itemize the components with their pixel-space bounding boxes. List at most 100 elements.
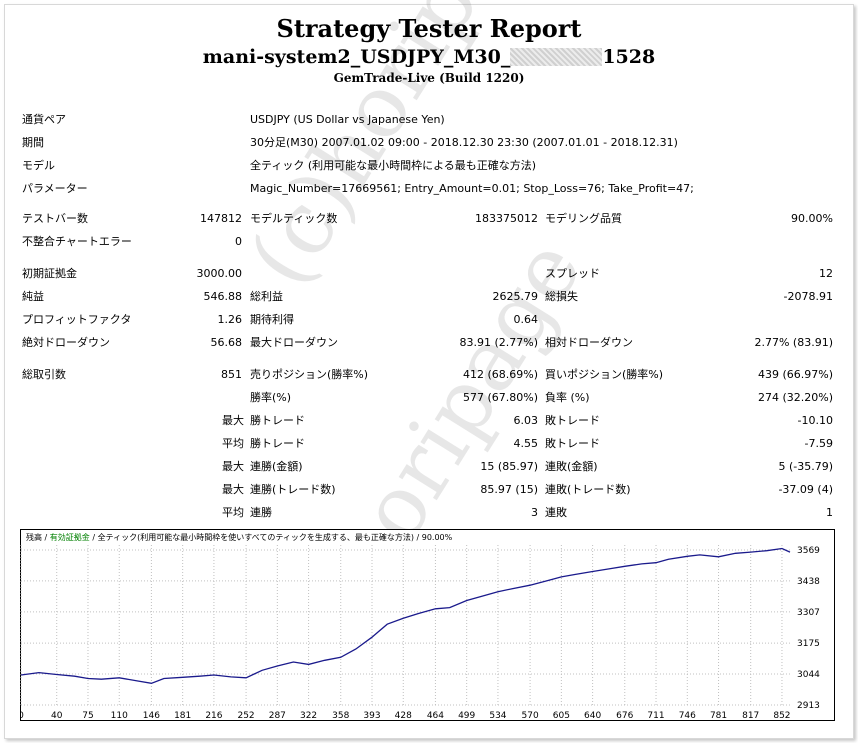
x-tick-label: 499 xyxy=(458,711,475,721)
stat-label: 絶対ドローダウン xyxy=(22,336,110,349)
stat-value: 147812 xyxy=(200,212,242,225)
server-build: GemTrade-Live (Build 1220) xyxy=(333,71,525,85)
stat-label: 連勝 xyxy=(250,506,272,519)
stat-value: 183375012 xyxy=(475,212,538,225)
stat-label: 勝トレード xyxy=(250,437,305,450)
stat-value: 2625.79 xyxy=(492,290,539,303)
x-tick-label: 640 xyxy=(584,711,601,721)
stats-row-bars: テストバー数 147812 モデルティック数 183375012 モデリング品質… xyxy=(0,209,858,229)
redacted-block xyxy=(510,48,603,66)
stat-value: -2078.91 xyxy=(783,290,833,303)
stat-value: 0 xyxy=(235,235,242,248)
x-tick-label: 75 xyxy=(82,711,93,721)
stat-label: 総利益 xyxy=(250,290,283,303)
stat-value: 85.97 (15) xyxy=(480,483,538,496)
stat-label: 最大ドローダウン xyxy=(250,336,338,349)
y-tick-label: 3044 xyxy=(797,670,820,680)
x-tick-label: 428 xyxy=(395,711,412,721)
stat-label: 敗トレード xyxy=(545,437,600,450)
stat-label: モデルティック数 xyxy=(250,212,338,225)
y-tick-label: 3175 xyxy=(797,639,820,649)
stat-value: 274 (32.20%) xyxy=(757,391,833,404)
stat-value: 546.88 xyxy=(203,290,243,303)
stat-value: 3000.00 xyxy=(196,267,243,280)
x-tick-label: 711 xyxy=(647,711,664,721)
x-tick-label: 781 xyxy=(710,711,727,721)
stat-label: 相対ドローダウン xyxy=(545,336,633,349)
report-subtitle: mani-system2_USDJPY_M30_ 1528 xyxy=(0,46,858,68)
stat-value: -7.59 xyxy=(804,437,833,450)
info-value: USDJPY (US Dollar vs Japanese Yen) xyxy=(250,113,445,126)
info-value: 30分足(M30) 2007.01.02 09:00 - 2018.12.30 … xyxy=(250,136,678,149)
balance-chart: 0 40 75 110 146 181 216 252 287 322 358 393 428 464 49… xyxy=(20,529,835,721)
stat-label: 不整合チャートエラー xyxy=(22,235,132,248)
stat-qualifier: 最大 xyxy=(222,483,244,496)
x-tick-label: 146 xyxy=(143,711,160,721)
stats-row-deposit: 初期証拠金 3000.00 スプレッド 12 xyxy=(0,264,858,284)
stat-label: 連敗(金額) xyxy=(545,460,598,473)
stat-label: プロフィットファクタ xyxy=(22,313,132,326)
stat-label: 総取引数 xyxy=(22,368,66,381)
stat-label: 買いポジション(勝率%) xyxy=(545,368,664,381)
stat-label: 期待利得 xyxy=(250,313,294,326)
stat-label: 勝トレード xyxy=(250,414,305,427)
stat-value: 12 xyxy=(819,267,833,280)
stats-row-average: 平均 勝トレード 4.55 敗トレード -7.59 xyxy=(0,434,858,454)
stat-label: テストバー数 xyxy=(22,212,88,225)
y-tick-labels: 3569 3438 3307 3175 3044 2913 xyxy=(797,546,820,711)
x-tick-label: 570 xyxy=(522,711,539,721)
stat-value: -37.09 (4) xyxy=(778,483,833,496)
stat-value: 2.77% (83.91) xyxy=(754,336,833,349)
stat-label: 初期証拠金 xyxy=(22,267,77,280)
stat-qualifier: 最大 xyxy=(222,414,244,427)
x-tick-label: 817 xyxy=(742,711,759,721)
stat-label: スプレッド xyxy=(545,267,600,280)
legend-separator: / xyxy=(42,533,50,542)
stats-row-consec-count: 最大 連勝(トレード数) 85.97 (15) 連敗(トレード数) -37.09… xyxy=(0,480,858,500)
x-tick-label: 40 xyxy=(51,711,63,721)
stat-label: 勝率(%) xyxy=(250,391,292,404)
stat-label: 純益 xyxy=(22,290,44,303)
stat-value: 0.64 xyxy=(513,313,539,326)
x-tick-labels: 0 40 75 110 146 181 216 252 287 322 358 393 428 464 49… xyxy=(20,711,791,721)
report-title: Strategy Tester Report xyxy=(276,14,582,43)
legend-model: / 全ティック(利用可能な最小時間枠を使いすべてのティックを生成する、最も正確な… xyxy=(89,533,453,542)
stats-row-drawdown: 絶対ドローダウン 56.68 最大ドローダウン 83.91 (2.77%) 相対… xyxy=(0,333,858,353)
stats-row-winrate: 勝率(%) 577 (67.80%) 負率 (%) 274 (32.20%) xyxy=(0,388,858,408)
stat-label: モデリング品質 xyxy=(545,212,622,225)
y-tick-label: 3307 xyxy=(797,608,820,618)
stat-qualifier: 最大 xyxy=(222,460,244,473)
x-tick-label: 534 xyxy=(489,711,506,721)
subtitle-prefix: mani-system2_USDJPY_M30_ xyxy=(202,46,511,68)
x-tick-label: 110 xyxy=(111,711,128,721)
stat-value: 56.68 xyxy=(210,336,243,349)
x-tick-label: 216 xyxy=(205,711,222,721)
stat-value: 577 (67.80%) xyxy=(462,391,538,404)
stat-label: 連勝(金額) xyxy=(250,460,303,473)
x-tick-label: 852 xyxy=(773,711,790,721)
y-tick-label: 3569 xyxy=(797,546,820,556)
info-value: 全ティック (利用可能な最小時間枠による最も正確な方法) xyxy=(250,159,537,172)
x-tick-label: 746 xyxy=(679,711,696,721)
stat-label: 売りポジション(勝率%) xyxy=(250,368,369,381)
legend-balance: 残高 xyxy=(26,533,42,542)
info-label: パラメーター xyxy=(22,182,88,195)
stats-row-trades: 総取引数 851 売りポジション(勝率%) 412 (68.69%) 買いポジシ… xyxy=(0,365,858,385)
y-tick-label: 2913 xyxy=(797,701,820,711)
info-row-symbol: 通貨ペア USDJPY (US Dollar vs Japanese Yen) xyxy=(0,110,858,130)
x-tick-label: 464 xyxy=(427,711,444,721)
stats-row-profit-factor: プロフィットファクタ 1.26 期待利得 0.64 xyxy=(0,310,858,330)
stat-value: 83.91 (2.77%) xyxy=(459,336,538,349)
stat-label: 敗トレード xyxy=(545,414,600,427)
stats-row-avg-consec: 平均 連勝 3 連敗 1 xyxy=(0,503,858,523)
y-tick-label: 3438 xyxy=(797,577,820,587)
x-tick-label: 0 xyxy=(20,711,24,721)
x-tick-label: 252 xyxy=(237,711,254,721)
stat-qualifier: 平均 xyxy=(222,506,244,519)
x-tick-label: 322 xyxy=(300,711,317,721)
stat-value: 15 (85.97) xyxy=(480,460,538,473)
stat-value: 412 (68.69%) xyxy=(462,368,538,381)
info-value: Magic_Number=17669561; Entry_Amount=0.01… xyxy=(250,182,694,195)
legend-equity: 有効証拠金 xyxy=(49,533,90,542)
x-tick-label: 605 xyxy=(553,711,570,721)
